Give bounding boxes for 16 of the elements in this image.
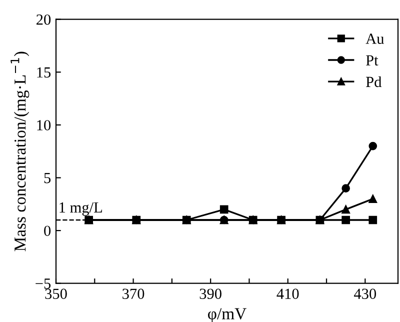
legend-label: Au [366,34,384,44]
x-tick-label: 370 [122,288,144,299]
y-tick-label: 15 [37,67,51,78]
legend-label: Pd [366,76,382,88]
y-tick-label: 0 [44,226,51,236]
x-tick-label: 430 [354,288,376,299]
ref-line-label: 1 mg/L [60,202,102,216]
y-tick-label: 10 [37,120,51,130]
x-tick-label: 350 [45,288,67,299]
y-axis-title: Mass concentration/(mg·L$^{−1}$) [10,52,30,252]
y-tick-label: 5 [44,173,51,184]
y-tick-label: −5 [36,278,51,289]
legend-label: Pt [366,55,378,66]
y-tick-label: 20 [36,14,51,25]
x-tick-label: 410 [276,288,299,299]
x-tick-label: 390 [200,288,222,299]
